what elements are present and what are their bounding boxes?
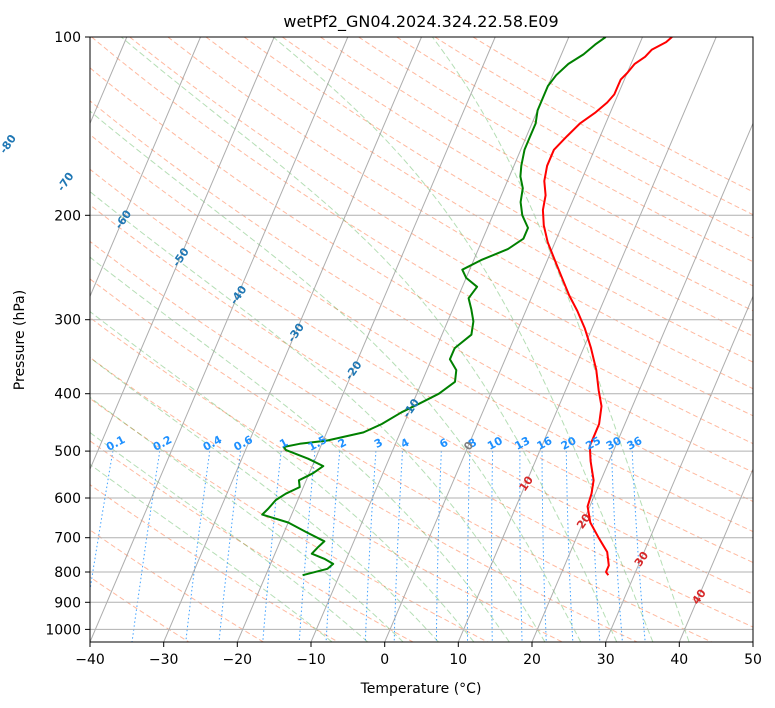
isotherm-line	[678, 467, 753, 642]
x-tick-label: −10	[296, 652, 326, 668]
chart-title: wetPf2_GN04.2024.324.22.58.E09	[283, 12, 558, 32]
x-axis-title: Temperature (°C)	[360, 681, 482, 697]
dry-adiabat-line	[90, 440, 414, 642]
dry-adiabat-line	[90, 240, 753, 628]
skewed-isotherms	[90, 37, 753, 642]
mixing-ratio-line	[218, 451, 241, 642]
dry-adiabats	[90, 37, 753, 642]
mixing-ratio-label: 20	[559, 434, 579, 453]
x-tick-label: 0	[380, 652, 389, 668]
dry-adiabat-line	[472, 37, 753, 193]
isotherm-line	[310, 37, 570, 642]
moist-adiabat-line	[90, 110, 582, 642]
y-tick-label: 500	[54, 444, 81, 460]
dry-adiabat-line	[90, 529, 264, 642]
isotherm-line	[236, 37, 496, 642]
y-tick-label: 100	[54, 30, 81, 46]
y-tick-label: 800	[54, 565, 81, 581]
pressure-gridlines	[90, 37, 753, 630]
plot-frame	[89, 36, 754, 643]
moist-adiabat-line	[272, 37, 654, 642]
dry-adiabat-line	[320, 37, 753, 287]
isotherm-line	[90, 37, 349, 642]
moist-adiabat-line	[90, 431, 369, 642]
dry-adiabat-line	[91, 37, 753, 445]
mixing-ratio-line	[90, 451, 114, 593]
isotherm-line	[90, 37, 275, 471]
moist-adiabat-line	[90, 191, 546, 642]
mixing-ratio-line	[185, 451, 211, 642]
axes: −40 −30 −20 −10 0 10 20 30 40 50 100 200 300 400 500 60…	[45, 30, 762, 668]
mixing-ratio-label: 30	[604, 434, 624, 453]
x-tick-label: 40	[670, 652, 688, 668]
y-tick-label: 200	[54, 208, 81, 224]
y-tick-label: 900	[54, 595, 81, 611]
isotherm-line	[531, 122, 753, 642]
dry-adiabat-line	[90, 397, 488, 642]
dewpoint-line	[261, 37, 607, 577]
mixing-ratio-line	[131, 451, 161, 642]
dry-adiabat-line	[90, 317, 638, 642]
dry-adiabat-line	[90, 168, 753, 564]
x-tick-label: 50	[744, 652, 762, 668]
x-tick-label: 10	[449, 652, 467, 668]
dry-adiabat-line	[205, 37, 753, 363]
profile-series	[261, 37, 673, 577]
isotherm-line	[384, 37, 643, 642]
mixing-ratio-label: 10	[485, 434, 505, 453]
dry-adiabat-line	[167, 37, 753, 390]
moist-adiabat-line	[431, 37, 690, 642]
mixing-ratio-label: 25	[583, 434, 603, 453]
isotherm-line	[605, 295, 753, 642]
mixing-ratio-label: 16	[535, 434, 555, 453]
moist-adiabat-line	[90, 310, 475, 642]
moist-adiabat-line	[90, 463, 333, 642]
moist-adiabats	[90, 37, 690, 642]
mixing-ratio-label: 13	[513, 434, 533, 453]
dry-adiabat-line	[243, 37, 753, 337]
dry-adiabat-line	[90, 134, 753, 533]
x-tick-label: 20	[523, 652, 541, 668]
mixing-ratio-line	[262, 451, 282, 642]
y-tick-label: 400	[54, 387, 81, 403]
isotherm-line	[163, 37, 422, 642]
isotherm-line	[90, 37, 201, 298]
y-tick-label: 700	[54, 531, 81, 547]
x-tick-label: 30	[597, 652, 615, 668]
y-tick-label: 600	[54, 491, 81, 507]
dry-adiabat-line	[90, 67, 753, 473]
y-axis-title: Pressure (hPa)	[12, 290, 28, 390]
y-tick-label: 1000	[45, 622, 81, 638]
moist-adiabat-line	[90, 396, 404, 642]
x-tick-label: −20	[223, 652, 253, 668]
mixing-ratio-lines	[90, 451, 646, 642]
moist-adiabat-line	[90, 256, 510, 642]
dry-adiabat-line	[90, 278, 712, 642]
dry-adiabat-line	[129, 37, 753, 417]
mixing-ratio-label: 36	[625, 434, 645, 453]
x-tick-label: −40	[75, 652, 105, 668]
dry-adiabat-line	[396, 37, 753, 239]
moist-adiabat-line	[90, 356, 439, 642]
x-tick-label: −30	[149, 652, 179, 668]
temperature-line	[541, 37, 673, 576]
dry-adiabat-line	[90, 204, 753, 595]
y-tick-label: 300	[54, 313, 81, 329]
